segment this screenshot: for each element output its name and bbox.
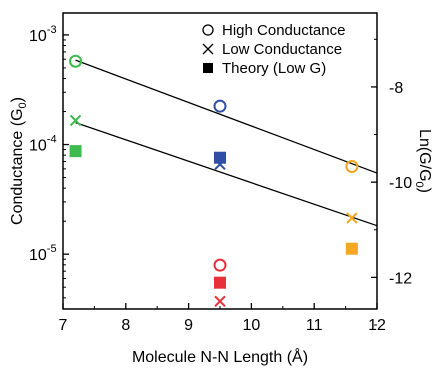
left-y-axis-label: Conductance (G0) (9, 97, 29, 225)
x-axis-label: Molecule N-N Length (Å) (132, 347, 308, 366)
right-y-tick-label: -12 (389, 270, 412, 287)
left-y-tick-label: 10-3 (29, 24, 57, 45)
high-conductance-point (213, 258, 227, 272)
x-marker-stroke (346, 212, 358, 224)
high-conductance-point (213, 99, 227, 113)
high-conductance-point (345, 159, 359, 173)
low-conductance-point (214, 295, 226, 308)
x-marker-stroke (214, 295, 226, 308)
low-conductance-point (346, 212, 358, 224)
high-conductance-point (69, 54, 83, 68)
right-y-tick-label: -8 (389, 80, 403, 97)
fit-lines (75, 59, 378, 227)
left-y-tick-label: 10-5 (29, 243, 57, 264)
theory-point (214, 151, 226, 164)
right-y-axis-label: Ln(G/G0) (413, 129, 433, 193)
left-y-axis-ticks: 10-3 10-4 10-5 (29, 24, 69, 299)
theory-point (345, 242, 358, 255)
theory-point (214, 276, 226, 289)
data-points (69, 54, 359, 308)
legend-label-high: High Conductance (222, 22, 345, 39)
x-tick-label: 11 (306, 317, 323, 334)
fit-line (75, 59, 378, 174)
x-tick-label: 8 (121, 317, 130, 334)
legend-circle-marker (202, 24, 214, 36)
right-y-axis-ticks: -6 -8 -10 -12 (371, 0, 412, 326)
left-y-tick-label: 10-4 (29, 134, 57, 155)
x-axis-ticks: 7 8 9 10 11 12 (59, 303, 386, 334)
right-y-tick-label: -10 (389, 175, 412, 192)
x-marker-stroke (69, 114, 82, 127)
legend: High Conductance Low Conductance Theory … (202, 22, 345, 77)
x-tick-label: 9 (184, 317, 193, 334)
theory-point (69, 145, 82, 158)
x-tick-label: 12 (368, 317, 386, 334)
x-tick-label: 7 (59, 317, 68, 334)
legend-label-low: Low Conductance (222, 41, 342, 58)
legend-label-theory: Theory (Low G) (222, 60, 326, 77)
legend-x-marker (202, 43, 214, 55)
low-conductance-point (69, 114, 82, 127)
fit-line (75, 122, 378, 227)
legend-square-marker (203, 63, 213, 73)
right-y-tick-label: -6 (389, 0, 403, 2)
x-tick-label: 10 (243, 317, 261, 334)
